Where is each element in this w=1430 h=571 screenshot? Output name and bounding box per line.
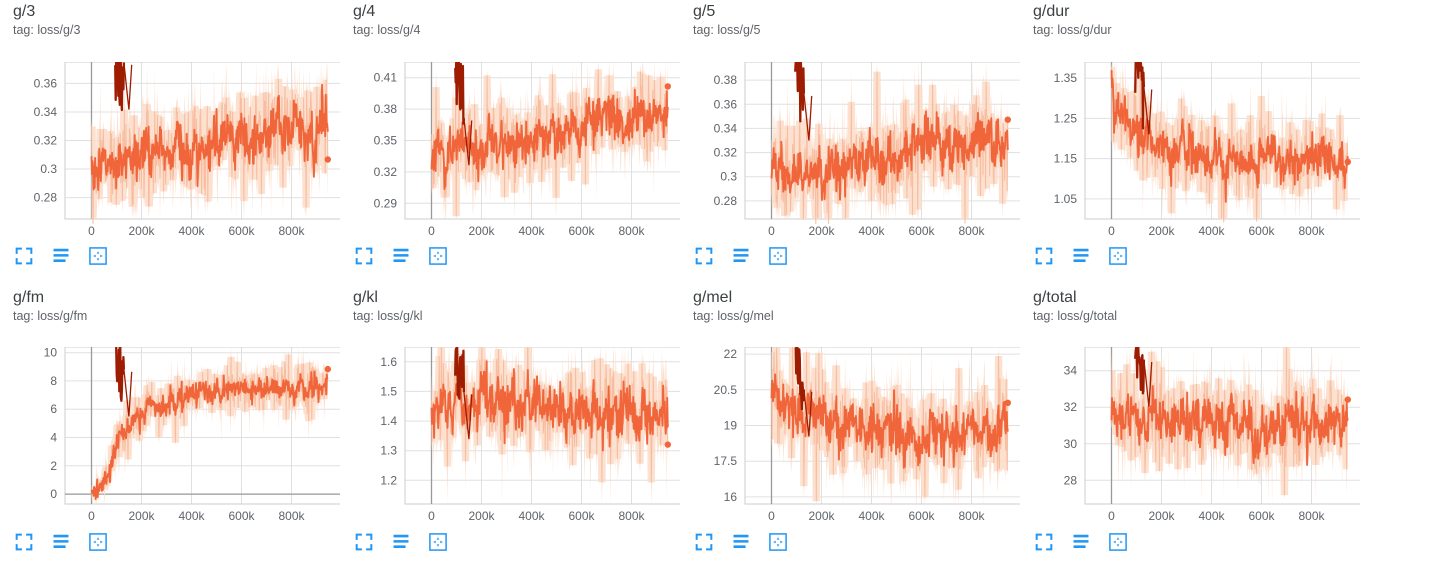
svg-text:1.35: 1.35 [1054,71,1078,85]
svg-text:10: 10 [44,347,58,360]
svg-text:0.32: 0.32 [374,164,398,178]
svg-text:34: 34 [1064,364,1078,378]
svg-text:400k: 400k [518,224,545,238]
svg-text:800k: 800k [278,224,305,238]
svg-text:400k: 400k [858,509,885,523]
svg-text:200k: 200k [1148,509,1175,523]
svg-text:400k: 400k [1198,224,1225,238]
svg-text:0.28: 0.28 [34,190,58,204]
svg-text:30: 30 [1064,437,1078,451]
svg-text:200k: 200k [468,224,495,238]
svg-text:1.15: 1.15 [1054,151,1078,165]
svg-text:1.4: 1.4 [380,414,397,428]
svg-text:0.36: 0.36 [34,76,58,90]
svg-text:0.38: 0.38 [714,73,738,87]
svg-text:1.2: 1.2 [380,473,397,487]
svg-text:2: 2 [50,459,57,473]
svg-text:200k: 200k [808,224,835,238]
svg-text:800k: 800k [278,509,305,523]
svg-text:200k: 200k [808,509,835,523]
svg-text:22: 22 [724,347,738,361]
svg-text:200k: 200k [128,509,155,523]
svg-text:0.38: 0.38 [374,102,398,116]
svg-text:0.3: 0.3 [720,169,737,183]
svg-text:20.5: 20.5 [714,383,738,397]
svg-text:800k: 800k [958,509,985,523]
svg-text:400k: 400k [518,509,545,523]
svg-text:600k: 600k [908,509,935,523]
svg-text:0: 0 [768,509,775,523]
svg-text:0: 0 [88,224,95,238]
svg-text:600k: 600k [568,224,595,238]
svg-text:8: 8 [50,374,57,388]
svg-text:800k: 800k [618,224,645,238]
svg-text:600k: 600k [908,224,935,238]
svg-text:0.34: 0.34 [714,121,738,135]
svg-text:800k: 800k [1298,509,1325,523]
svg-text:400k: 400k [178,224,205,238]
svg-text:6: 6 [50,402,57,416]
svg-text:600k: 600k [228,509,255,523]
svg-text:1.5: 1.5 [380,384,397,398]
svg-text:0: 0 [88,509,95,523]
svg-text:1.6: 1.6 [380,355,397,369]
svg-text:0.35: 0.35 [374,133,398,147]
svg-text:800k: 800k [958,224,985,238]
svg-text:0: 0 [428,509,435,523]
svg-text:17.5: 17.5 [714,454,738,468]
svg-text:0.41: 0.41 [374,70,398,84]
svg-text:200k: 200k [1148,224,1175,238]
svg-text:1.25: 1.25 [1054,111,1078,125]
svg-text:0.32: 0.32 [34,133,58,147]
svg-text:600k: 600k [228,224,255,238]
svg-text:600k: 600k [1248,509,1275,523]
svg-text:200k: 200k [468,509,495,523]
svg-text:400k: 400k [1198,509,1225,523]
svg-text:600k: 600k [1248,224,1275,238]
svg-text:32: 32 [1064,400,1078,414]
svg-text:0.28: 0.28 [714,193,738,207]
svg-text:800k: 800k [618,509,645,523]
svg-text:0: 0 [1108,224,1115,238]
svg-text:400k: 400k [178,509,205,523]
svg-text:28: 28 [1064,473,1078,487]
svg-text:16: 16 [724,490,738,504]
svg-text:0.32: 0.32 [714,145,738,159]
svg-text:0.29: 0.29 [374,196,398,210]
svg-text:0.3: 0.3 [40,162,57,176]
svg-text:0.36: 0.36 [714,97,738,111]
svg-text:4: 4 [50,431,57,445]
svg-text:0: 0 [768,224,775,238]
svg-text:0.34: 0.34 [34,105,58,119]
svg-text:19: 19 [724,419,738,433]
svg-text:600k: 600k [568,509,595,523]
svg-text:400k: 400k [858,224,885,238]
svg-text:1.05: 1.05 [1054,191,1078,205]
svg-text:1.3: 1.3 [380,444,397,458]
svg-text:200k: 200k [128,224,155,238]
svg-text:0: 0 [1108,509,1115,523]
svg-text:0: 0 [50,487,57,501]
svg-text:0: 0 [428,224,435,238]
svg-text:800k: 800k [1298,224,1325,238]
